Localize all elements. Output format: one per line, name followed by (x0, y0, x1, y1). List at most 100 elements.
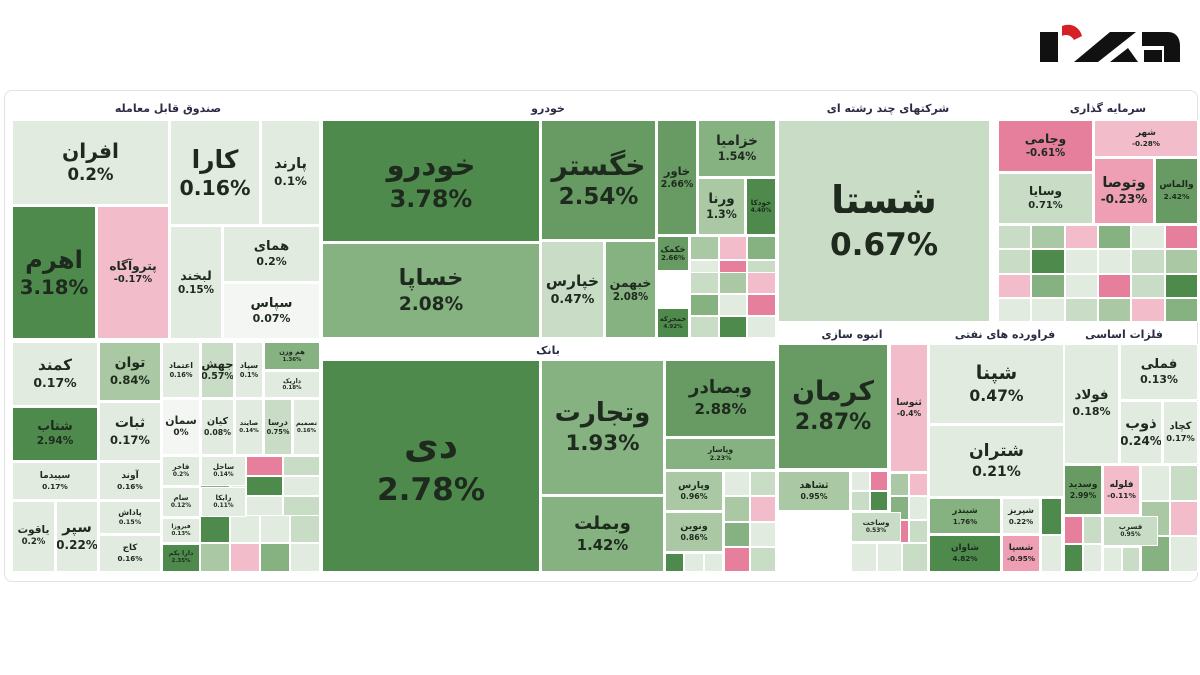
tile-change: 2.94% (36, 435, 74, 448)
filler-tile (260, 543, 290, 572)
tile-name: سام (173, 492, 189, 502)
sector-title: بانک (536, 344, 560, 357)
tile-name: شتران (969, 441, 1024, 462)
tile: دارا یکم 2.35% (162, 544, 200, 572)
filler-tile (724, 496, 750, 522)
filler-tile (998, 297, 1032, 322)
tile-change: 0.2% (256, 255, 287, 269)
filler-tile (869, 471, 888, 491)
tile-change: 0.96% (680, 491, 708, 501)
sector-title: خودرو (531, 102, 565, 115)
tile: ذوب 0.24% (1120, 401, 1162, 464)
tile: دی 2.78% (322, 360, 540, 572)
tile-name: پاداش (118, 508, 142, 518)
tile-name: والماس (1159, 180, 1194, 191)
filler-tile (718, 272, 748, 294)
tile-name: خکمک (660, 243, 686, 254)
tile-change: 0.2% (172, 471, 190, 478)
filler-tile (1098, 249, 1132, 274)
filler-tile (902, 543, 928, 572)
tile-name: شپریز (1008, 506, 1034, 517)
tile: خودرو 3.78% (322, 120, 540, 242)
tile: همای 0.2% (223, 226, 320, 282)
tile-change: 0.84% (110, 372, 150, 387)
tile-change: 2.66% (661, 254, 685, 263)
filler-tile (200, 543, 230, 572)
tile-change: -0.11% (1107, 490, 1136, 500)
tile: پتروآگاه -0.17% (97, 206, 169, 339)
filler-tile (1064, 225, 1098, 250)
filler-tile (718, 294, 748, 316)
filler-tile (869, 491, 888, 511)
filler-tile (283, 496, 320, 516)
tile-name: وپارس (678, 479, 710, 491)
tile-name: اهرم (25, 245, 83, 274)
tile: سپاس 0.07% (223, 283, 320, 339)
sector-title: انبوه سازی (821, 328, 883, 341)
tile: کیان 0.08% (201, 399, 234, 455)
tile-change: 0.47% (550, 290, 595, 306)
tile-change: 0.13% (1140, 373, 1178, 387)
tile-name: دارا یکم (168, 549, 194, 558)
tile: ثبات 0.17% (99, 402, 161, 461)
tile: فیروزا 0.13% (162, 518, 200, 543)
filler-tile (851, 471, 870, 491)
filler-tile (1064, 249, 1098, 274)
filler-tile (998, 249, 1032, 274)
tile-change: 0.22% (56, 537, 98, 552)
tile: رابکا 0.11% (201, 487, 246, 517)
tile-name: سپاس (250, 295, 293, 311)
tile-change: 0.15% (177, 283, 215, 296)
tile-name: وتجارت (554, 398, 651, 429)
tile: وتجارت 1.93% (541, 360, 664, 495)
tile-change: 3.78% (389, 184, 473, 213)
tile-change: 0.17% (1166, 433, 1195, 444)
tile-change: -0.95% (1006, 554, 1036, 564)
tile-name: وتوصا (1102, 174, 1146, 192)
tile: ورنا 1.3% (698, 178, 745, 235)
tile: فلوله -0.11% (1103, 465, 1140, 515)
filler-tile (851, 543, 877, 572)
tile-change: 2.88% (694, 400, 747, 419)
filler-tile (851, 491, 870, 511)
tile-change: 0.57% (201, 371, 234, 383)
tile-change: 1.3% (706, 207, 737, 221)
filler-tile (1064, 297, 1098, 322)
filler-tile (230, 514, 260, 543)
tile: تصمیم 0.16% (293, 399, 320, 455)
tile: وتوصا -0.23% (1094, 158, 1154, 224)
filler-tile (1064, 516, 1083, 544)
tile-change: 0.47% (969, 386, 1024, 405)
filler-tile (1131, 273, 1165, 298)
tile: وپاسار 2.23% (665, 438, 776, 470)
filler-tile (1083, 516, 1102, 544)
filler-tile (690, 272, 719, 294)
filler-tile (1031, 297, 1065, 322)
tile-change: 0.14% (213, 471, 234, 478)
tile-change: 2.35% (171, 558, 191, 565)
tile-name: وسایا (1028, 184, 1063, 199)
tile: سپاد 0.1% (235, 342, 263, 398)
tile: شپنا 0.47% (929, 344, 1064, 424)
tile-change: 0.07% (252, 312, 291, 326)
tile-change: 0.15% (118, 518, 142, 527)
tile-change: -0.23% (1100, 192, 1148, 207)
tile-change: 1.42% (576, 536, 629, 554)
filler-tile (1169, 500, 1198, 537)
tile: وجامی -0.61% (998, 120, 1093, 172)
filler-tile (718, 236, 748, 260)
tile-change: 0.11% (213, 502, 234, 509)
tile: خپارس 0.47% (541, 241, 604, 338)
filler-tile (684, 553, 704, 572)
tile-name: ثبات (114, 415, 146, 432)
tile: جهش 0.57% (201, 342, 234, 398)
tile-name: صایند (239, 419, 259, 428)
tile: پارند 0.1% (261, 120, 320, 225)
tile-change: 0.12% (170, 502, 192, 509)
tile-name: خبهمن (609, 275, 652, 291)
tile-name: خگستر (551, 148, 646, 182)
filler-tile (1031, 273, 1065, 298)
tile-change: 3.18% (19, 275, 89, 299)
tile-name: هم وزن (279, 348, 305, 357)
tile-name: داریک (282, 376, 302, 385)
